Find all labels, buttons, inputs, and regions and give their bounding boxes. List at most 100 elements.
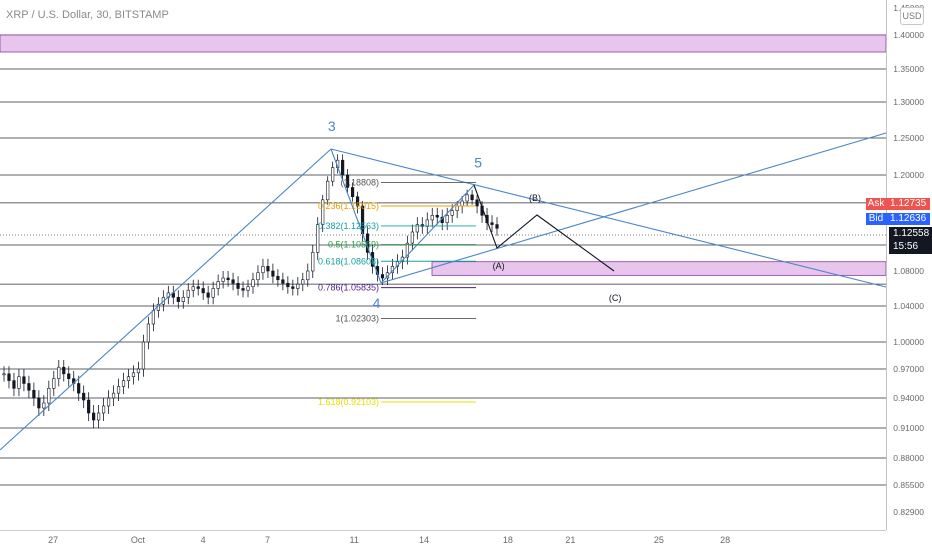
candle-body	[430, 214, 434, 221]
candle-body	[316, 224, 320, 253]
candle-body	[206, 292, 210, 298]
trendlines	[0, 132, 887, 451]
candle-body	[331, 167, 335, 182]
wave-label: (C)	[609, 293, 622, 303]
candle-body	[435, 214, 439, 218]
time-tick-label: 27	[48, 535, 58, 545]
candle-body	[251, 279, 255, 288]
candle-body	[211, 288, 215, 298]
candle-body	[141, 341, 146, 370]
wave-projection	[473, 184, 615, 272]
resistance-zone	[0, 34, 887, 53]
candle-body	[450, 210, 454, 216]
time-tick-label: 14	[419, 535, 429, 545]
price-axis-bg	[886, 0, 932, 550]
fib-label: 0.382(1.12563)	[318, 221, 379, 231]
candle-body	[455, 205, 459, 211]
candle-body	[12, 380, 16, 389]
price-tick-label: 0.82900	[893, 507, 924, 517]
price-tick-label: 1.30000	[893, 97, 924, 107]
wave-label: 3	[328, 118, 336, 134]
wave-label: 4	[373, 295, 381, 311]
candle-body	[410, 231, 414, 244]
candle-body	[151, 310, 155, 325]
candle-body	[231, 279, 235, 284]
trend-line	[330, 148, 382, 284]
candle-body	[126, 376, 131, 381]
candle-body	[266, 266, 270, 272]
candle-body	[116, 386, 121, 394]
candle-body	[106, 397, 111, 407]
candlesticks	[2, 154, 499, 428]
candle-body	[47, 388, 51, 404]
trend-line	[380, 132, 887, 284]
candle-body	[286, 282, 290, 288]
trend-line	[0, 148, 332, 451]
fib-label: 0.5(1.10559)	[328, 240, 379, 250]
resistance-zones	[0, 34, 887, 276]
candle-body	[271, 270, 275, 277]
candle-body	[256, 272, 260, 281]
candle-body	[445, 214, 449, 224]
candle-body	[67, 373, 71, 379]
time-tick-label: 18	[503, 535, 513, 545]
candle-body	[321, 199, 325, 225]
price-tick-label: 0.88000	[893, 453, 924, 463]
ask-value: 1.12735	[890, 198, 927, 209]
candle-body	[475, 199, 479, 207]
candle-body	[425, 219, 429, 227]
candle-body	[296, 283, 300, 289]
candle-body	[101, 405, 106, 414]
candle-body	[17, 376, 21, 389]
time-tick-label: 28	[720, 535, 730, 545]
bid-label: Bid	[868, 213, 884, 224]
price-tick-label: 0.85500	[893, 480, 924, 490]
ask-quote: Ask 1.12735	[866, 198, 930, 210]
candle-body	[181, 296, 185, 302]
price-axis[interactable]: 1.450001.400001.350001.300001.250001.200…	[886, 0, 932, 550]
price-tick-label: 0.94000	[893, 393, 924, 403]
fib-label: 1.618(0.92103)	[318, 397, 379, 407]
candle-body	[346, 174, 350, 188]
candle-body	[121, 380, 126, 387]
candle-body	[465, 194, 469, 202]
time-tick-label: 4	[201, 535, 206, 545]
price-tick-label: 0.97000	[893, 364, 924, 374]
time-tick-label: 21	[565, 535, 575, 545]
candle-body	[87, 399, 91, 414]
candle-body	[341, 159, 345, 176]
bar-countdown: 15:56	[893, 241, 919, 252]
candle-body	[216, 281, 220, 289]
candle-body	[97, 412, 101, 421]
wave-label: (B)	[529, 193, 541, 203]
candle-body	[301, 279, 305, 285]
candle-body	[77, 383, 81, 394]
candle-body	[415, 224, 419, 233]
candle-body	[291, 286, 295, 289]
time-tick-label: 11	[349, 535, 358, 545]
fib-label: 1(1.02303)	[335, 314, 379, 324]
price-tick-label: 1.25000	[893, 133, 924, 143]
time-axis[interactable]: 27 Oct 4 7 11 14 18 21 25 28	[0, 530, 886, 546]
price-tick-label: 1.04000	[893, 301, 924, 311]
candle-body	[136, 368, 141, 374]
candle-body	[261, 266, 265, 274]
price-tick-label: 0.91000	[893, 423, 924, 433]
candle-body	[82, 392, 86, 401]
candle-body	[176, 296, 180, 302]
candle-body	[92, 412, 96, 421]
candle-body	[146, 323, 151, 343]
candle-body	[186, 289, 190, 298]
candle-body	[7, 373, 11, 381]
candle-body	[241, 288, 245, 291]
horizontal-levels	[0, 34, 886, 486]
time-tick-label: 25	[654, 535, 664, 545]
price-tick-label: 1.20000	[893, 170, 924, 180]
candle-body	[196, 286, 200, 289]
ask-label: Ask	[867, 198, 885, 209]
candle-body	[42, 402, 46, 409]
bid-value: 1.12636	[890, 213, 927, 224]
currency-selector[interactable]: USD	[900, 7, 924, 25]
price-tick-label: 1.00000	[893, 337, 924, 347]
